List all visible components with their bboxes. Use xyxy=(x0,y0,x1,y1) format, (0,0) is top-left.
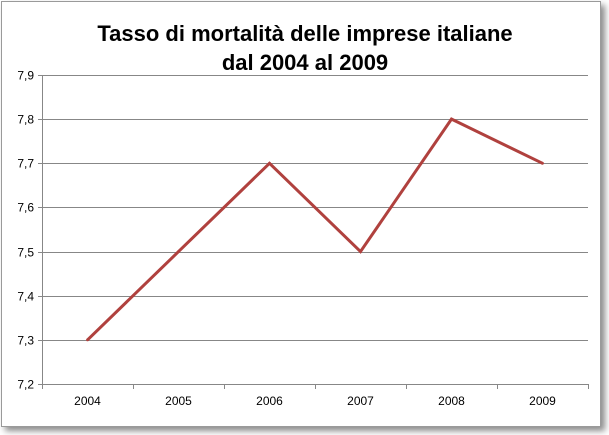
chart-title-line-2: dal 2004 al 2009 xyxy=(222,50,388,75)
x-tick-labels: 2004 2005 2006 2007 2008 2009 xyxy=(74,394,556,408)
y-tick-labels: 7,2 7,3 7,4 7,5 7,6 7,7 7,8 7,9 xyxy=(17,69,34,392)
x-tick-label: 2006 xyxy=(256,394,283,408)
data-point xyxy=(268,161,271,165)
x-tick-label: 2007 xyxy=(347,394,374,408)
series xyxy=(86,117,544,342)
data-point xyxy=(359,250,362,254)
data-point xyxy=(541,161,544,165)
y-tick-label: 7,4 xyxy=(17,290,34,304)
y-tick-label: 7,7 xyxy=(17,157,34,171)
chart-frame xyxy=(1,1,601,427)
axes xyxy=(38,75,589,389)
data-point xyxy=(177,250,180,254)
series-line xyxy=(86,117,544,341)
y-tick-label: 7,3 xyxy=(17,334,34,348)
y-tick-label: 7,8 xyxy=(17,113,34,127)
data-point xyxy=(450,117,453,121)
y-tick-label: 7,2 xyxy=(17,378,34,392)
x-tick-label: 2008 xyxy=(438,394,465,408)
y-tick-label: 7,5 xyxy=(17,246,34,260)
data-point xyxy=(86,338,89,342)
x-tick-label: 2005 xyxy=(165,394,192,408)
chart-title-line-1: Tasso di mortalità delle imprese italian… xyxy=(97,21,512,46)
x-tick-label: 2009 xyxy=(529,394,556,408)
y-tick-label: 7,6 xyxy=(17,201,34,215)
y-tick-label: 7,9 xyxy=(17,69,34,83)
x-tick-label: 2004 xyxy=(74,394,101,408)
